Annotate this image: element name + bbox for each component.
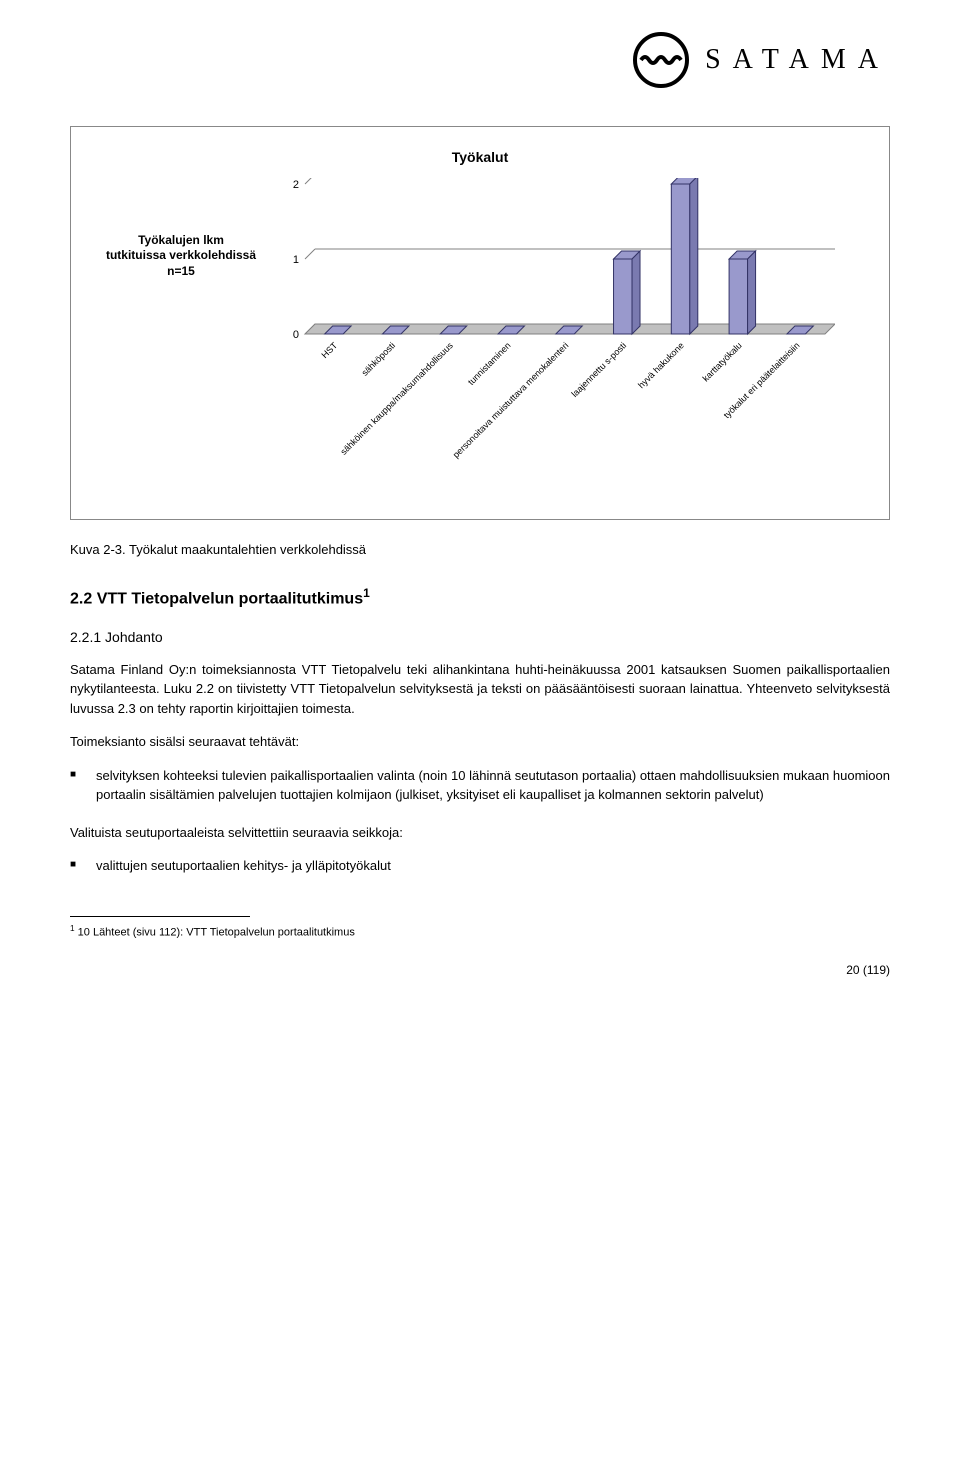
svg-text:sähköposti: sähköposti [360,340,397,377]
paragraph-2: Toimeksianto sisälsi seuraavat tehtävät: [70,732,890,752]
svg-text:HST: HST [320,339,340,359]
bar-chart: 0 1 2 HST sähköpostisähköinen kauppa/maksuma… [281,178,835,494]
chart-body: Työkalujen lkm tutkituissa verkkolehdiss… [91,178,869,500]
list-item: valittujen seutuportaalien kehitys- ja y… [70,856,890,876]
ylabel-line1: Työkalujen lkm [91,233,271,249]
footnote-rule [70,916,250,917]
svg-text:hyvä hakukone: hyvä hakukone [636,340,686,390]
subsection-heading: 2.2.1 Johdanto [70,627,890,648]
svg-text:2: 2 [293,179,299,191]
plot-wrap: 0 1 2 HST sähköpostisähköinen kauppa/maksuma… [281,178,869,500]
svg-text:1: 1 [293,254,299,266]
section-heading: 2.2 VTT Tietopalvelun portaalitutkimus1 [70,584,890,611]
svg-text:laajennettu s-posti: laajennettu s-posti [569,340,628,399]
bullet-list-1: selvityksen kohteeksi tulevien paikallis… [70,766,890,805]
svg-text:karttatyökalu: karttatyökalu [701,340,744,383]
ylabel-line3: n=15 [91,264,271,280]
bullet-list-2: valittujen seutuportaalien kehitys- ja y… [70,856,890,876]
satama-logo-icon [631,30,691,90]
svg-text:tunnistaminen: tunnistaminen [466,340,513,387]
paragraph-3: Valituista seutuportaaleista selvittetti… [70,823,890,843]
figure-caption: Kuva 2-3. Työkalut maakuntalehtien verkk… [70,540,890,560]
chart-title: Työkalut [91,147,869,168]
section-sup: 1 [363,586,370,600]
svg-text:sähköinen kauppa/maksumahdolli: sähköinen kauppa/maksumahdollisuus [338,339,455,456]
page-number: 20 (119) [70,961,890,979]
chart-frame: Työkalut Työkalujen lkm tutkituissa verk… [70,126,890,521]
ylabel-line2: tutkituissa verkkolehdissä [91,248,271,264]
header-logo: SATAMA [70,30,890,96]
svg-text:0: 0 [293,329,299,341]
paragraph-1: Satama Finland Oy:n toimeksiannosta VTT … [70,660,890,719]
footnote-sup: 1 [70,924,75,933]
list-item: selvityksen kohteeksi tulevien paikallis… [70,766,890,805]
logo-text: SATAMA [705,39,890,81]
section-heading-text: 2.2 VTT Tietopalvelun portaalitutkimus [70,590,363,607]
footnote-text: 10 Lähteet (sivu 112): VTT Tietopalvelun… [78,926,355,938]
footnote: 1 10 Lähteet (sivu 112): VTT Tietopalvel… [70,923,890,941]
chart-ylabel: Työkalujen lkm tutkituissa verkkolehdiss… [91,178,271,280]
logo-wrap: SATAMA [631,30,890,90]
svg-text:personoitava muistuttava menok: personoitava muistuttava menokalenteri [451,340,571,460]
